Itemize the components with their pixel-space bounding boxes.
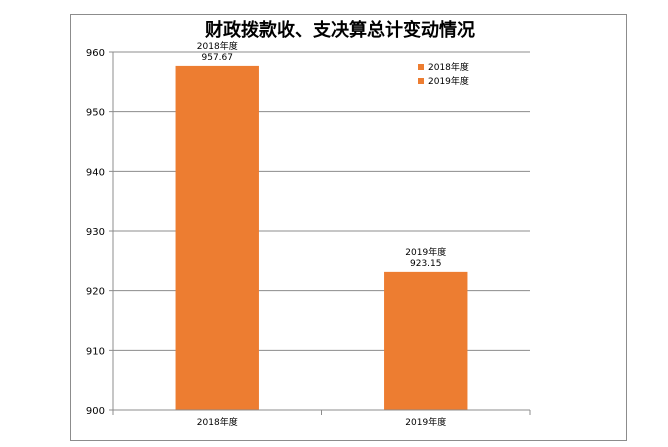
y-tick-label: 950 (86, 108, 105, 119)
y-axis: 900 910 920 930 940 950 960 (86, 48, 114, 417)
y-tick-label: 960 (86, 48, 105, 59)
y-tick-label: 930 (86, 227, 105, 238)
x-category-label: 2018年度 (197, 416, 238, 428)
y-tick-label: 920 (86, 287, 105, 298)
legend-swatch (418, 78, 424, 84)
y-tick-label: 940 (86, 167, 105, 178)
legend-label: 2019年度 (428, 75, 469, 87)
legend: 2018年度 2019年度 (418, 61, 469, 87)
data-label-series: 2019年度 (405, 246, 446, 258)
bar-2018年度 (175, 65, 259, 410)
bar-2019年度 (384, 271, 468, 410)
data-label-value: 923.15 (410, 259, 442, 269)
y-tick-label: 900 (86, 406, 105, 417)
legend-label: 2018年度 (428, 61, 469, 73)
data-label-value: 957.67 (202, 53, 234, 63)
legend-swatch (418, 64, 424, 70)
x-axis: 2018年度 2019年度 (112, 409, 531, 428)
chart-frame (70, 14, 627, 441)
chart-title: 财政拨款收、支决算总计变动情况 (205, 19, 475, 41)
data-label-series: 2018年度 (197, 40, 238, 52)
x-category-label: 2019年度 (405, 416, 446, 428)
y-tick-label: 910 (86, 346, 105, 357)
